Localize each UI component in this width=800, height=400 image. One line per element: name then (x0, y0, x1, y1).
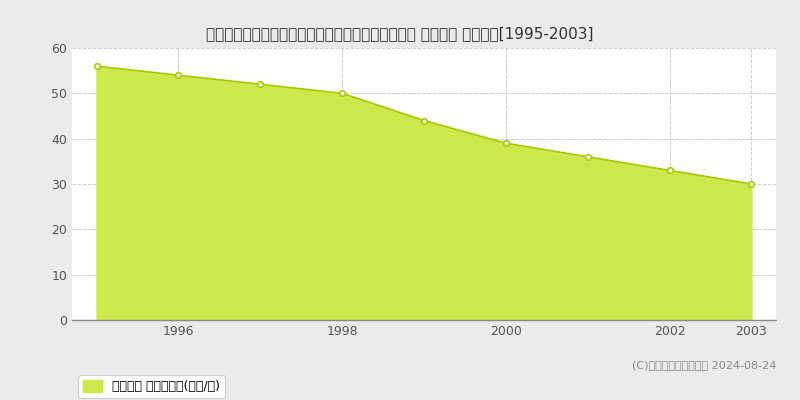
Text: (C)土地価格ドットコム 2024-08-24: (C)土地価格ドットコム 2024-08-24 (632, 360, 776, 370)
Legend: 地価公示 平均坪単価(万円/坪): 地価公示 平均坪単価(万円/坪) (78, 375, 225, 398)
Text: 北海道札幌市西区宮の沢２条４丁目３８２番１０内 地価公示 地価推移[1995-2003]: 北海道札幌市西区宮の沢２条４丁目３８２番１０内 地価公示 地価推移[1995-2… (206, 26, 594, 41)
